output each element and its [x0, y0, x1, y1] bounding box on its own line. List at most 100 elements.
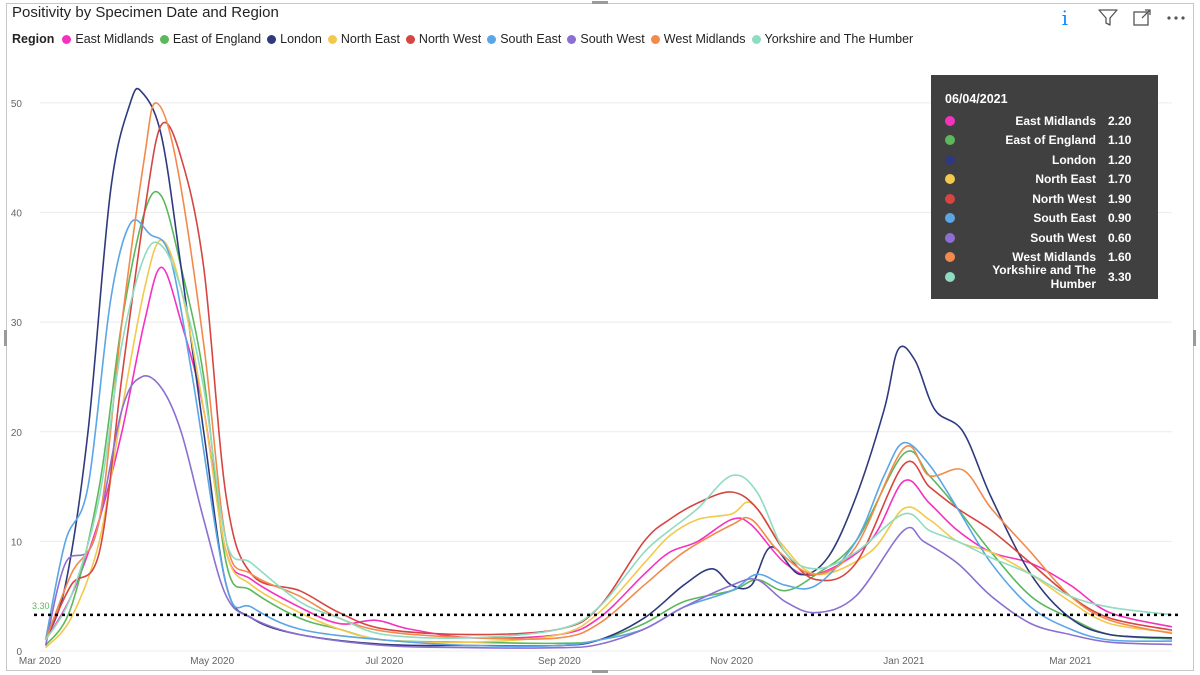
tooltip-dot-icon [945, 232, 955, 243]
legend-item[interactable]: London [267, 32, 322, 46]
legend-dot-icon [567, 34, 577, 44]
legend-item-label: East of England [172, 32, 262, 46]
legend-item[interactable]: North West [405, 32, 482, 46]
resize-handle-bottom[interactable] [592, 670, 608, 673]
tooltip-region-value: 0.90 [1108, 211, 1132, 226]
tooltip-row: South West 0.60 [945, 228, 1144, 248]
tooltip-row: London 1.20 [945, 150, 1144, 170]
tooltip-dot-icon [945, 271, 955, 282]
more-options-icon[interactable] [1166, 7, 1186, 29]
tooltip-region-name: West Midlands [1012, 250, 1096, 265]
tooltip-region-name: South East [1033, 211, 1096, 226]
tooltip-dot-icon [945, 213, 955, 224]
legend-item-label: South West [580, 32, 645, 46]
x-tick-label: Nov 2020 [710, 656, 753, 667]
tooltip-dot-icon [945, 115, 955, 126]
tooltip-dot-icon [945, 193, 955, 204]
data-tooltip: 06/04/2021 East Midlands 2.20 East of Engl… [931, 75, 1158, 299]
tooltip-row: North West 1.90 [945, 189, 1144, 209]
tooltip-row: East of England 1.10 [945, 131, 1144, 151]
tooltip-row: North East 1.70 [945, 170, 1144, 190]
legend-item[interactable]: Yorkshire and The Humber [751, 32, 914, 46]
tooltip-region-value: 1.90 [1108, 191, 1132, 206]
tooltip-region-value: 1.20 [1108, 152, 1132, 167]
y-tick-label: 20 [11, 428, 23, 439]
series-line-north-east [44, 239, 1173, 649]
legend-item[interactable]: East Midlands [62, 32, 154, 46]
x-tick-label: Mar 2020 [19, 656, 62, 667]
tooltip-region-name: South West [1030, 230, 1096, 245]
x-tick-label: Sep 2020 [538, 656, 581, 667]
legend-item-label: Yorkshire and The Humber [764, 32, 914, 46]
tooltip-dot-icon [945, 154, 955, 165]
series-line-london [44, 87, 1173, 647]
tooltip-region-name: Yorkshire and The Humber [992, 262, 1096, 291]
legend-dot-icon [650, 34, 660, 44]
legend-item[interactable]: South West [567, 32, 645, 46]
focus-mode-icon[interactable] [1132, 7, 1152, 29]
reference-line: 3.30 [32, 601, 1182, 617]
legend-dot-icon [159, 34, 169, 44]
tooltip-region-value: 1.70 [1108, 172, 1132, 187]
tooltip-row: South East 0.90 [945, 209, 1144, 229]
tooltip-dot-icon [945, 174, 955, 185]
series-line-west-midlands [44, 102, 1173, 641]
legend-item-label: North West [418, 32, 482, 46]
resize-handle-top[interactable] [592, 1, 608, 4]
legend-title: Region [12, 32, 55, 46]
legend-item[interactable]: West Midlands [650, 32, 746, 46]
legend-item[interactable]: South East [487, 32, 561, 46]
visual-title: Positivity by Specimen Date and Region [12, 4, 279, 21]
x-axis-ticks: Mar 2020 May 2020 Jul 2020 Sep 2020 Nov 2020… [19, 656, 1092, 667]
y-tick-label: 30 [11, 318, 23, 329]
legend-item-label: North East [340, 32, 400, 46]
series-line-south-west [44, 375, 1173, 649]
tooltip-date: 06/04/2021 [945, 92, 1008, 106]
x-tick-label: May 2020 [190, 656, 234, 667]
chart-legend: Region East Midlands East of England Londo… [12, 32, 919, 46]
filter-icon[interactable] [1098, 7, 1118, 29]
legend-dot-icon [62, 34, 72, 44]
y-tick-label: 40 [11, 209, 23, 220]
legend-dot-icon [751, 34, 761, 44]
y-axis-ticks: 0 10 20 30 40 50 [11, 99, 23, 658]
series-lines [44, 87, 1173, 649]
legend-dot-icon [487, 34, 497, 44]
series-line-yorkshire-and-the-humber [44, 241, 1173, 641]
tooltip-region-name: East Midlands [1015, 113, 1096, 128]
tooltip-region-value: 2.20 [1108, 113, 1132, 128]
tooltip-rows: East Midlands 2.20 East of England 1.10 Lond… [945, 111, 1144, 291]
y-tick-label: 50 [11, 99, 23, 110]
y-tick-label: 10 [11, 537, 23, 548]
visual-toolbar: i [1061, 6, 1186, 30]
y-tick-label: 0 [16, 647, 22, 658]
info-icon[interactable]: i [1061, 6, 1068, 30]
tooltip-region-name: East of England [1005, 133, 1096, 148]
reference-line-label: 3.30 [32, 601, 50, 611]
legend-item-label: South East [500, 32, 562, 46]
tooltip-region-value: 3.30 [1108, 269, 1132, 284]
tooltip-region-name: London [1052, 152, 1096, 167]
tooltip-row: Yorkshire and The Humber 3.30 [945, 263, 1144, 291]
resize-handle-right[interactable] [1193, 330, 1196, 346]
series-line-east-of-england [44, 190, 1173, 646]
tooltip-region-value: 0.60 [1108, 230, 1132, 245]
legend-item[interactable]: North East [327, 32, 400, 46]
tooltip-row: East Midlands 2.20 [945, 111, 1144, 131]
legend-item-label: East Midlands [75, 32, 154, 46]
legend-dot-icon [327, 34, 337, 44]
tooltip-region-name: North East [1035, 172, 1096, 187]
tooltip-dot-icon [945, 135, 955, 146]
tooltip-dot-icon [945, 252, 955, 263]
x-tick-label: Jan 2021 [883, 656, 925, 667]
x-tick-label: Jul 2020 [365, 656, 403, 667]
x-tick-label: Mar 2021 [1049, 656, 1092, 667]
tooltip-row: West Midlands 1.60 [945, 248, 1144, 268]
tooltip-region-value: 1.10 [1108, 133, 1132, 148]
legend-item[interactable]: East of England [159, 32, 262, 46]
legend-item-label: West Midlands [663, 32, 746, 46]
resize-handle-left[interactable] [4, 330, 7, 346]
legend-items: East Midlands East of England London North … [62, 32, 919, 46]
legend-item-label: London [280, 32, 322, 46]
